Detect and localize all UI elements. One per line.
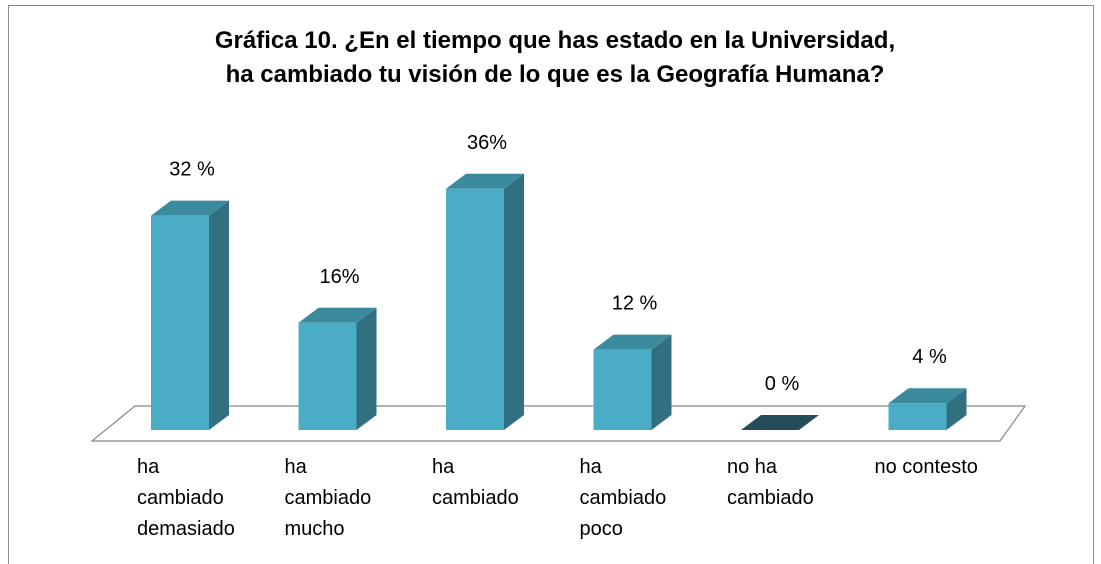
x-tick-label: no contesto	[874, 456, 978, 478]
bar	[593, 334, 672, 430]
bar-top	[593, 334, 672, 350]
bar-side	[356, 307, 377, 430]
bar	[151, 200, 229, 430]
bar-side	[504, 173, 524, 431]
value-label: 36%	[467, 132, 507, 154]
x-tick-label: no ha cambiado	[727, 456, 814, 509]
bar-side	[209, 200, 229, 430]
bar	[888, 388, 967, 430]
value-label: 0 %	[765, 373, 800, 395]
bar-front	[151, 215, 209, 430]
bar-top	[151, 200, 229, 216]
bar-front	[446, 188, 504, 430]
bar-front	[298, 322, 357, 430]
bar	[446, 173, 524, 431]
bar-top	[298, 307, 377, 323]
bar-side	[946, 388, 967, 430]
value-label: 16%	[319, 266, 359, 288]
x-tick-label: ha cambiado poco	[579, 456, 667, 540]
value-label: 4 %	[912, 346, 947, 368]
bar-flat	[741, 415, 819, 430]
x-tick-label: ha cambiado mucho	[284, 456, 372, 540]
x-tick-label: ha cambiado	[432, 456, 519, 509]
bar	[741, 415, 819, 430]
bar-top	[446, 173, 524, 189]
x-tick-label: ha cambiado demasiado	[137, 456, 235, 540]
chart-title: ha cambiado tu visión de lo que es la Ge…	[226, 61, 885, 88]
value-label: 12 %	[612, 293, 658, 315]
bar-front	[888, 403, 947, 430]
value-label: 32 %	[169, 159, 215, 181]
bar-front	[593, 349, 652, 430]
bar-side	[651, 334, 672, 430]
bar	[298, 307, 377, 430]
floor	[90, 405, 1027, 442]
bar-top	[888, 388, 967, 404]
chart-title: Gráfica 10. ¿En el tiempo que has estado…	[215, 27, 895, 54]
